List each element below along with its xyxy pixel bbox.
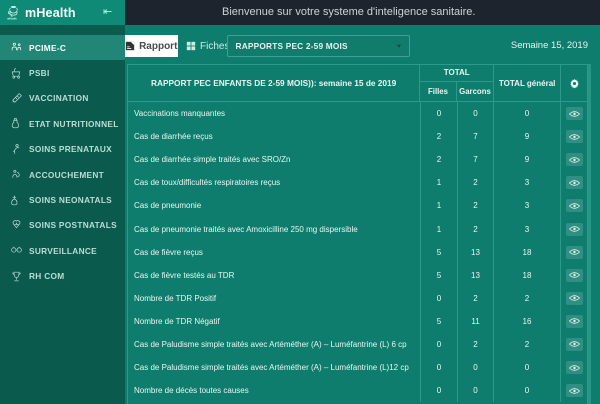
svg-text:mHealth: mHealth xyxy=(7,17,17,20)
